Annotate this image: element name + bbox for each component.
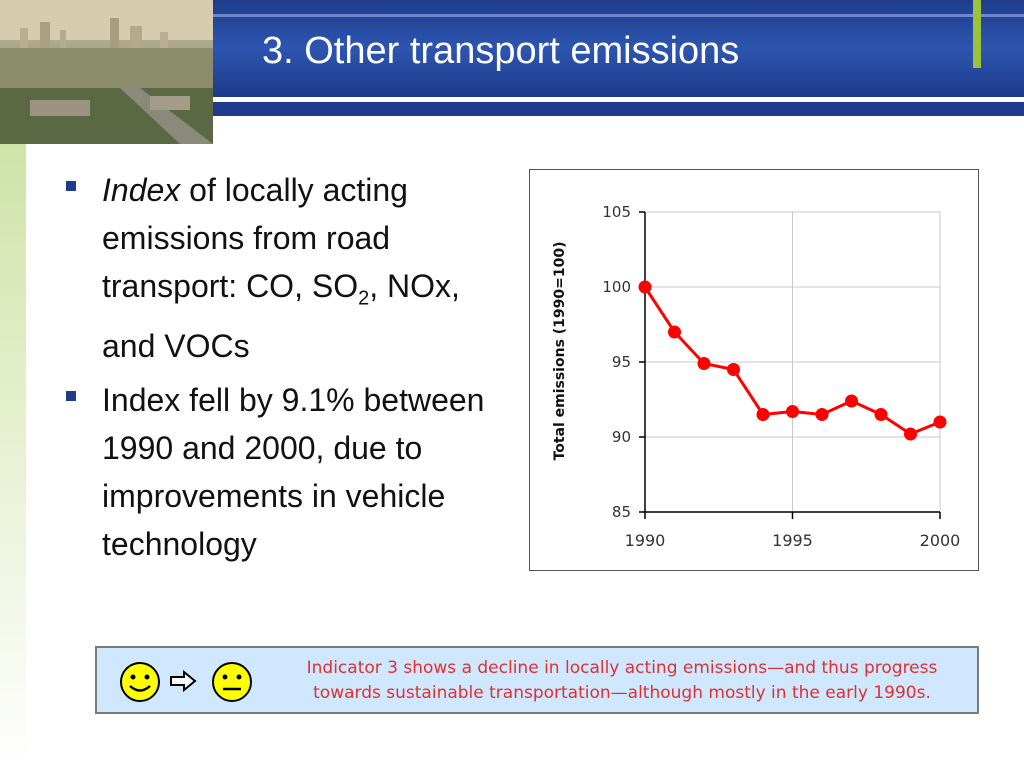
bullet-square-icon xyxy=(66,181,76,191)
bullet-list: Index of locally acting emissions from r… xyxy=(66,166,506,574)
bullet-1-text: of locally acting emissions from road tr… xyxy=(102,172,408,304)
city-skyline-image xyxy=(0,0,213,144)
data-point xyxy=(904,427,917,441)
bullet-square-icon xyxy=(66,391,76,402)
left-accent-gradient xyxy=(0,144,26,768)
data-point xyxy=(786,405,799,418)
x-tick-label: 1995 xyxy=(772,531,813,550)
data-point xyxy=(933,415,947,429)
data-point xyxy=(815,408,829,421)
data-point xyxy=(845,394,858,408)
y-tick-label: 95 xyxy=(612,353,631,371)
y-tick-label: 85 xyxy=(612,503,631,521)
neutral-face-icon xyxy=(212,662,252,702)
data-point xyxy=(668,325,681,339)
smiley-icon xyxy=(120,662,160,702)
arrow-right-icon xyxy=(170,670,197,692)
data-point xyxy=(874,408,888,421)
header-divider-blue xyxy=(213,102,1024,116)
data-point xyxy=(727,363,740,376)
data-point xyxy=(638,280,652,294)
x-tick-label: 2000 xyxy=(920,531,961,550)
bullet-1-italic: Index xyxy=(102,172,181,208)
bullet-1-tail: , NOx, and VOCs xyxy=(102,268,460,365)
header-divider-white xyxy=(213,97,1024,102)
y-tick-label: 105 xyxy=(602,203,631,221)
indicator-note-box: Indicator 3 shows a decline in locally a… xyxy=(95,646,979,714)
bullet-1-subscript: 2 xyxy=(358,287,370,310)
y-axis-label: Total emissions (1990=100) xyxy=(552,242,568,461)
emissions-chart: Total emissions (1990=100) 85 90 95 100 105 1… xyxy=(529,169,979,571)
bullet-2-text: Index fell by 9.1% between 1990 and 2000… xyxy=(102,382,485,563)
bullet-item-2: Index fell by 9.1% between 1990 and 2000… xyxy=(66,376,506,568)
x-tick-label: 1990 xyxy=(625,531,666,550)
note-line-1: Indicator 3 shows a decline in locally a… xyxy=(306,658,938,678)
y-tick-label: 100 xyxy=(602,278,631,296)
bullet-item-1: Index of locally acting emissions from r… xyxy=(66,166,506,370)
note-line-2: towards sustainable transportation—altho… xyxy=(313,683,931,703)
indicator-note-text: Indicator 3 shows a decline in locally a… xyxy=(292,656,952,706)
line-chart-svg: Total emissions (1990=100) 85 90 95 100 105 1… xyxy=(552,203,961,550)
header-top-line xyxy=(213,14,1024,17)
data-point xyxy=(697,357,711,370)
y-tick-label: 90 xyxy=(612,428,631,446)
green-accent-bar xyxy=(973,0,981,68)
slide-title: 3. Other transport emissions xyxy=(262,30,740,72)
city-photo xyxy=(0,0,213,144)
data-point xyxy=(756,408,770,421)
